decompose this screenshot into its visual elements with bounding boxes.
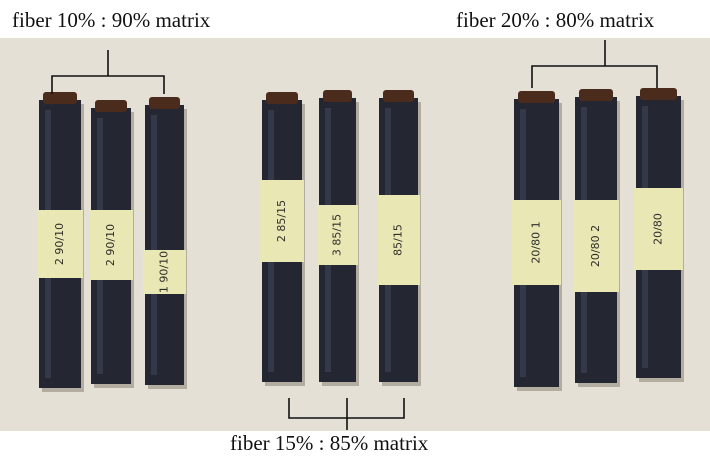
specimen-end-tab: [149, 97, 180, 109]
specimen-strip: 20/80: [634, 88, 684, 382]
specimen-end-tab: [43, 92, 77, 104]
specimen-tape-label: 2 90/10: [104, 224, 117, 266]
specimen-tape: [317, 205, 358, 265]
specimen-end-tab: [518, 91, 555, 103]
specimen-tape-label: 20/80: [652, 213, 665, 245]
specimen-highlight: [151, 115, 157, 375]
specimen-tape: [37, 210, 83, 278]
specimen-tape: [377, 195, 420, 285]
specimen-strip: 2 90/10: [37, 92, 84, 392]
specimen-strip: 3 85/15: [317, 90, 359, 386]
specimen-tape-label: 20/80 2: [589, 225, 602, 267]
specimen-tape: [89, 210, 133, 280]
group-label-fiber-20: fiber 20% : 80% matrix: [456, 8, 655, 32]
specimen-tape: [143, 250, 186, 294]
specimen-end-tab: [579, 89, 613, 101]
specimen-end-tab: [266, 92, 298, 104]
specimen-strip: 2 85/15: [260, 92, 305, 386]
specimen-tape: [634, 188, 683, 270]
specimen-tape-label: 1 90/10: [158, 251, 171, 293]
specimen-tape-label: 2 90/10: [53, 223, 66, 265]
specimen-tape: [573, 200, 619, 292]
specimen-tape-label: 3 85/15: [331, 214, 344, 256]
specimen-tape: [512, 200, 561, 285]
specimen-strip: 20/80 1: [512, 91, 562, 391]
specimen-strip: 85/15: [377, 90, 421, 386]
specimen-body: [145, 105, 184, 385]
specimen-end-tab: [95, 100, 127, 112]
specimen-tape-label: 2 85/15: [275, 200, 288, 242]
specimen-strip: 20/80 2: [573, 89, 620, 387]
group-label-fiber-15: fiber 15% : 85% matrix: [230, 431, 429, 455]
bracket-fiber-20: [531, 65, 658, 88]
specimen-strip: 1 90/10: [143, 97, 187, 389]
specimen-strip: 2 90/10: [89, 100, 134, 388]
specimen-group: 2 90/10 2 90/10 1 90/10 2 85/15 3 85/15 85/15…: [37, 88, 684, 392]
specimen-end-tab: [640, 88, 677, 100]
specimen-tape-label: 85/15: [392, 224, 405, 256]
specimen-end-tab: [383, 90, 414, 102]
group-label-fiber-10: fiber 10% : 90% matrix: [12, 8, 211, 32]
bracket-lines: [51, 40, 658, 430]
specimen-tape-label: 20/80 1: [530, 221, 543, 263]
specimen-end-tab: [323, 90, 352, 102]
specimen-tape: [260, 180, 304, 262]
